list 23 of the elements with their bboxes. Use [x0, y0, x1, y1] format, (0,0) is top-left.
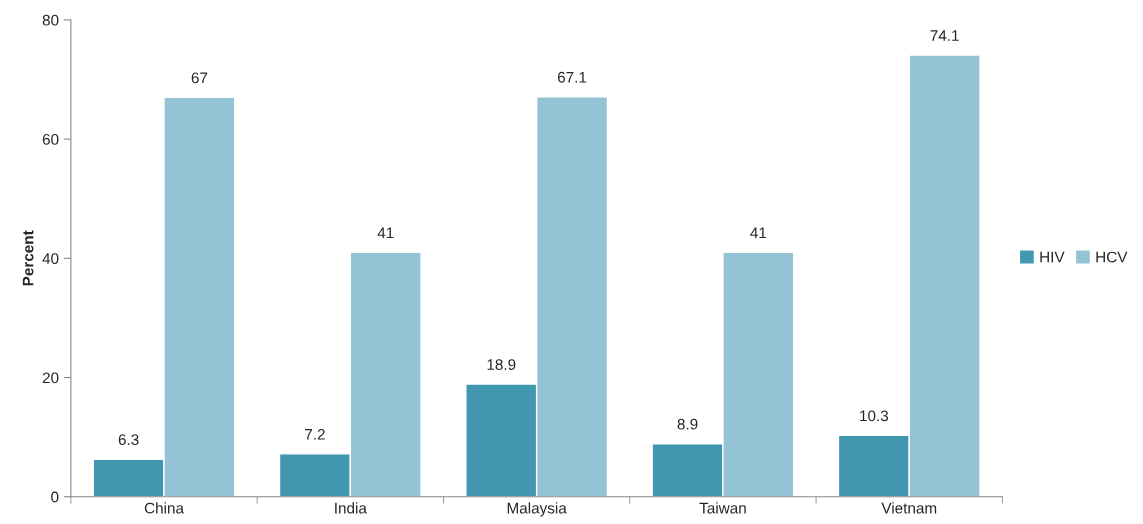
x-tick-label: India: [335, 502, 367, 514]
data-label: 67: [191, 72, 208, 84]
y-tick-label: 40: [42, 253, 59, 265]
data-label: 67.1: [557, 71, 587, 83]
x-tick-label: China: [144, 502, 184, 514]
x-tick-label: Vietnam: [881, 502, 937, 514]
x-tick-label: Taiwan: [699, 502, 746, 514]
legend-label: HCV: [1096, 251, 1128, 263]
data-label: 18.9: [487, 359, 516, 370]
legend-label: HIV: [1040, 251, 1065, 263]
y-tick-label: 20: [42, 372, 59, 384]
data-label: 74.1: [930, 30, 959, 41]
data-label: 41: [377, 227, 394, 239]
data-label: 7.2: [305, 428, 325, 440]
y-tick-label: 0: [51, 491, 59, 503]
data-label: 8.9: [677, 418, 698, 430]
x-tick-label: Malaysia: [507, 502, 567, 517]
data-label: 6.3: [118, 434, 139, 446]
data-label: 10.3: [860, 410, 889, 422]
y-axis-title: Percent: [22, 230, 34, 286]
y-tick-label: 80: [42, 14, 59, 26]
y-tick-label: 60: [42, 133, 59, 145]
data-label: 41: [750, 227, 767, 239]
